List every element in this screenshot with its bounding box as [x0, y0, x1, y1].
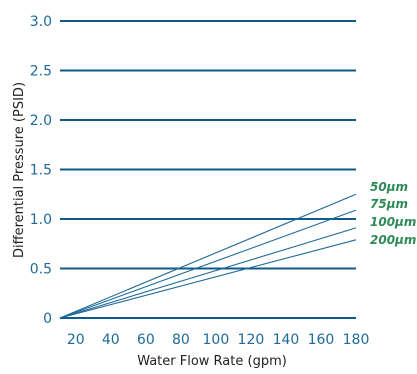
y-tick-label: 0	[43, 311, 52, 327]
x-tick-label: 60	[137, 332, 155, 348]
series-line-50µm	[59, 193, 357, 319]
series-layer	[59, 193, 357, 319]
series-line-75µm	[59, 209, 357, 319]
series-label-50µm: 50µm	[370, 180, 408, 194]
y-tick-label: 1.5	[30, 163, 52, 179]
x-tick-label: 180	[343, 332, 370, 348]
y-tick-labels: 0 0.5 1.0 1.5 2.0 2.5 3.0	[30, 14, 52, 327]
x-tick-label: 120	[238, 332, 265, 348]
y-tick-label: 3.0	[30, 14, 52, 30]
x-tick-label: 140	[273, 332, 300, 348]
series-label-75µm: 75µm	[370, 197, 408, 211]
series-line-200µm	[59, 239, 357, 319]
x-tick-labels: 20 40 60 80 100 120 140 160 180	[67, 332, 370, 348]
x-tick-label: 80	[172, 332, 190, 348]
series-label-100µm: 100µm	[370, 215, 416, 229]
series-labels: 50µm 75µm 100µm 200µm	[370, 180, 416, 247]
grid-layer	[60, 20, 356, 319]
y-tick-label: 2.0	[30, 113, 52, 129]
y-axis-label: Differential Pressure (PSID)	[12, 82, 27, 258]
series-line-100µm	[59, 227, 357, 319]
y-tick-label: 0.5	[30, 262, 52, 278]
x-tick-label: 20	[67, 332, 85, 348]
x-tick-label: 100	[203, 332, 230, 348]
x-tick-label: 160	[308, 332, 335, 348]
series-label-200µm: 200µm	[370, 233, 416, 247]
x-tick-label: 40	[102, 332, 120, 348]
y-tick-label: 1.0	[30, 212, 52, 228]
x-axis-label: Water Flow Rate (gpm)	[137, 354, 287, 369]
y-tick-label: 2.5	[30, 64, 52, 80]
